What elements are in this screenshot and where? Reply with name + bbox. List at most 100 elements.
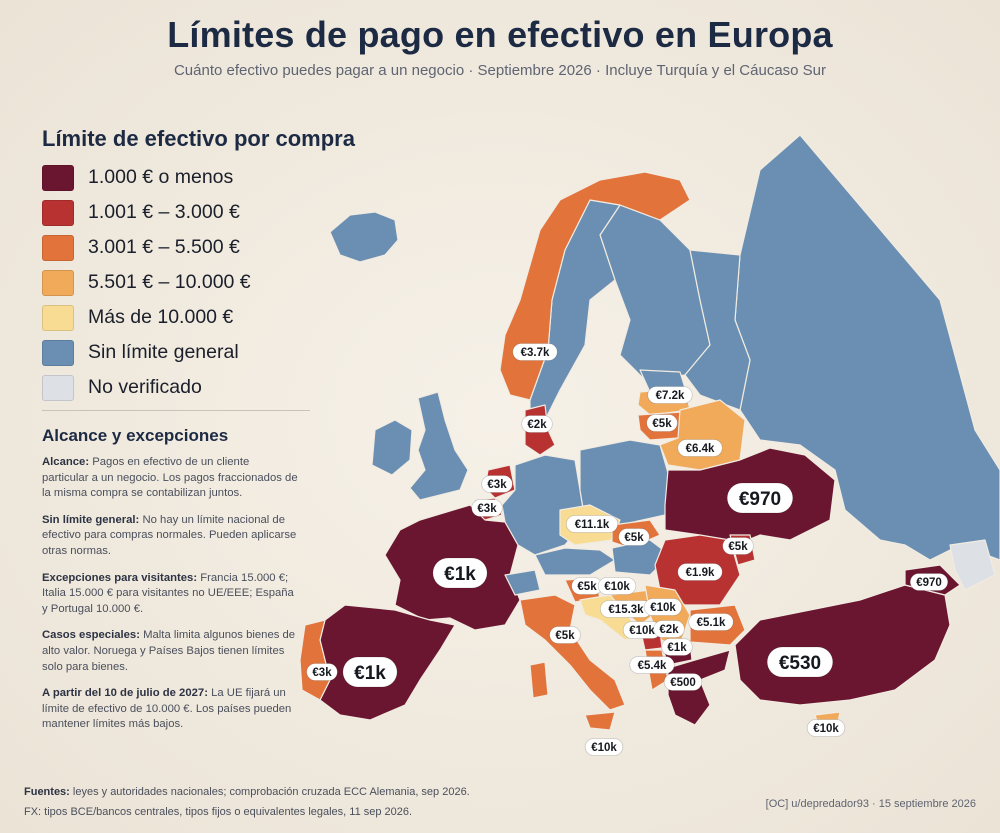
map-label-slovakia: €5k — [618, 528, 650, 546]
map-label-text: €10k — [813, 723, 839, 735]
map-label-text: €500 — [670, 677, 696, 689]
legend-swatch — [42, 164, 74, 191]
country-italy — [519, 594, 626, 711]
country-sardinia — [529, 661, 549, 699]
map-label-text: €1k — [667, 642, 687, 654]
map-label-pill — [677, 563, 723, 581]
map-label-pill — [618, 528, 650, 546]
map-label-malta: €10k — [584, 738, 624, 756]
map-label-pill — [643, 598, 683, 616]
map-label-text: €11.1k — [575, 519, 610, 531]
map-label-macedonia: €1k — [661, 638, 693, 656]
map-label-hungary_s: €10k — [597, 577, 637, 595]
map-label-text: €5k — [652, 418, 672, 430]
country-norway — [499, 171, 691, 401]
map-label-netherlands: €3k — [481, 475, 513, 493]
legend-item: 3.001 € – 5.500 € — [42, 230, 251, 265]
legend-label: 3.001 € – 5.500 € — [88, 236, 240, 258]
legend-label: 1.001 € – 3.000 € — [88, 201, 240, 223]
footer-sources-head: Fuentes: — [24, 786, 70, 798]
legend-swatch — [42, 374, 74, 401]
map-label-denmark: €2k — [521, 415, 553, 433]
map-label-text: €5k — [728, 541, 748, 553]
country-sicily — [584, 711, 616, 731]
map-label-text: €10k — [604, 581, 630, 593]
map-label-moldova: €5k — [722, 537, 754, 555]
map-label-text: €5k — [624, 532, 644, 544]
map-label-romania: €1.9k — [677, 563, 723, 581]
scope-note-head: Alcance: — [42, 456, 90, 468]
map-label-czechia: €11.1k — [565, 515, 619, 533]
scope-note: A partir del 10 de julio de 2027: La UE … — [42, 686, 298, 733]
legend-item: Más de 10.000 € — [42, 300, 251, 335]
map-label-pill — [647, 386, 693, 404]
map-label-text: €3k — [312, 667, 332, 679]
country-ireland — [371, 419, 413, 476]
scope-title: Alcance y excepciones — [42, 426, 229, 445]
map-label-georgia: €970 — [909, 573, 949, 591]
map-label-text: €1.9k — [686, 567, 715, 579]
scope-note: Alcance: Pagos en efectivo de un cliente… — [42, 455, 298, 502]
footer-sources-text: leyes y autoridades nacionales; comproba… — [69, 786, 470, 798]
map-label-pill — [629, 656, 675, 674]
country-switzerland — [504, 569, 541, 596]
country-uk — [409, 391, 469, 501]
footer-credit: [OC] u/depredador93 · 15 septiembre 2026 — [765, 798, 976, 810]
map-label-text: €5.1k — [697, 617, 726, 629]
map-label-pill — [653, 620, 685, 638]
map-label-bulgaria: €5.1k — [688, 613, 734, 631]
map-label-turkey: €530 — [766, 646, 834, 678]
legend: 1.000 € o menos 1.001 € – 3.000 € 3.001 € … — [42, 160, 251, 405]
map-label-pill — [726, 482, 794, 514]
footer-fx: FX: tipos BCE/bancos centrales, tipos fi… — [24, 806, 413, 818]
map-label-norway: €3.7k — [512, 343, 558, 361]
map-label-pill — [661, 638, 693, 656]
scope-note-head: Sin límite general: — [42, 513, 140, 526]
map-label-text: €1k — [444, 564, 476, 585]
legend-label: No verificado — [88, 376, 202, 398]
map-label-text: €1k — [354, 663, 386, 684]
legend-item: 5.501 € – 10.000 € — [42, 265, 251, 300]
map-label-pill — [688, 613, 734, 631]
map-label-text: €2k — [527, 419, 547, 431]
legend-swatch — [42, 199, 74, 226]
legend-item: 1.001 € – 3.000 € — [42, 195, 251, 230]
legend-swatch — [42, 304, 74, 331]
map-label-pill — [512, 343, 558, 361]
map-label-pill — [471, 499, 503, 517]
map-label-pill — [521, 415, 553, 433]
map-label-serbia: €10k — [643, 598, 683, 616]
map-label-portugal: €3k — [306, 663, 338, 681]
page-subtitle: Cuánto efectivo puedes pagar a un negoci… — [173, 62, 827, 79]
map-label-pill — [663, 673, 703, 691]
scope-note-head: A partir del 10 de julio de 2027: — [42, 687, 208, 700]
map-label-text: €7.2k — [656, 390, 685, 402]
scope-note-text: Pagos en efectivo de un cliente particul… — [42, 456, 298, 500]
footer-sources: Fuentes: leyes y autoridades nacionales;… — [24, 786, 470, 798]
legend-item: 1.000 € o menos — [42, 160, 251, 195]
map-label-pill — [646, 414, 678, 432]
map-label-latvia: €7.2k — [647, 386, 693, 404]
map-label-pill — [597, 577, 637, 595]
divider — [42, 410, 310, 411]
map-label-text: €3k — [477, 503, 497, 515]
map-label-pill — [481, 475, 513, 493]
country-azerbaijan — [949, 539, 996, 591]
map-label-text: €15.3k — [608, 604, 644, 616]
scope-note-head: Excepciones para visitantes: — [42, 571, 198, 584]
scope-notes: Alcance: Pagos en efectivo de un cliente… — [42, 455, 298, 744]
map-label-text: €10k — [629, 625, 655, 637]
legend-label: Más de 10.000 € — [88, 306, 234, 328]
map-label-text: €970 — [739, 489, 781, 510]
map-label-belarus: €6.4k — [677, 439, 723, 457]
map-label-montenegro: €2k — [653, 620, 685, 638]
map-label-pill — [806, 719, 846, 737]
map-label-pill — [677, 439, 723, 457]
scope-note: Excepciones para visitantes: Francia 15.… — [42, 571, 298, 618]
map-label-text: €970 — [916, 577, 942, 589]
legend-item: No verificado — [42, 370, 251, 405]
scope-note-text: Francia 15.000 €; Italia 15.000 € para v… — [42, 571, 294, 615]
map-label-belgium: €3k — [471, 499, 503, 517]
map-label-text: €5.4k — [638, 660, 667, 672]
